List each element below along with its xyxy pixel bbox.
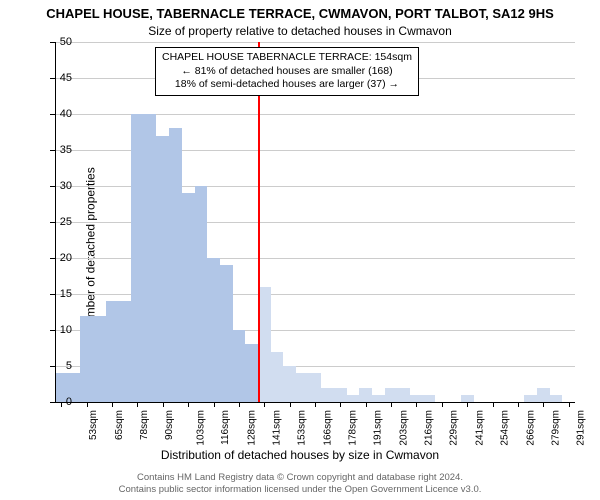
x-tick-label: 191sqm	[373, 410, 384, 446]
y-tick-label: 40	[42, 108, 72, 120]
histogram-bar	[220, 265, 233, 402]
histogram-bar	[550, 395, 563, 402]
x-tick-label: 141sqm	[271, 410, 282, 446]
histogram-bar	[372, 395, 385, 402]
histogram-bar	[118, 301, 131, 402]
x-tick-label: 291sqm	[576, 410, 587, 446]
histogram-bar	[271, 352, 284, 402]
x-tick-label: 128sqm	[246, 410, 257, 446]
histogram-bar	[296, 373, 309, 402]
y-tick-label: 25	[42, 216, 72, 228]
y-tick-label: 30	[42, 180, 72, 192]
histogram-bar	[283, 366, 296, 402]
histogram-bar	[334, 388, 347, 402]
y-tick-label: 20	[42, 252, 72, 264]
chart-footer: Contains HM Land Registry data © Crown c…	[0, 472, 600, 496]
histogram-bar	[106, 301, 119, 402]
y-tick-label: 45	[42, 72, 72, 84]
annotation-box: CHAPEL HOUSE TABERNACLE TERRACE: 154sqm←…	[155, 47, 419, 96]
histogram-bar	[347, 395, 360, 402]
footer-line-1: Contains HM Land Registry data © Crown c…	[0, 472, 600, 484]
x-tick-label: 166sqm	[322, 410, 333, 446]
plot-area: CHAPEL HOUSE TABERNACLE TERRACE: 154sqm←…	[55, 42, 575, 402]
histogram-bar	[233, 330, 246, 402]
histogram-bar	[93, 316, 106, 402]
histogram-bar	[169, 128, 182, 402]
annotation-line-1: CHAPEL HOUSE TABERNACLE TERRACE: 154sqm	[162, 51, 412, 65]
x-tick-label: 229sqm	[449, 410, 460, 446]
histogram-bar	[131, 114, 144, 402]
x-tick-label: 178sqm	[348, 410, 359, 446]
y-tick-label: 35	[42, 144, 72, 156]
x-tick-label: 116sqm	[220, 410, 231, 445]
x-tick-label: 103sqm	[195, 410, 206, 446]
x-tick-label: 90sqm	[164, 410, 175, 440]
x-tick-label: 53sqm	[88, 410, 99, 440]
y-tick-label: 50	[42, 36, 72, 48]
gridline	[55, 42, 575, 43]
x-tick-label: 266sqm	[525, 410, 536, 446]
footer-line-2: Contains public sector information licen…	[0, 484, 600, 496]
x-tick-label: 65sqm	[114, 410, 125, 440]
chart-title: CHAPEL HOUSE, TABERNACLE TERRACE, CWMAVO…	[0, 6, 600, 21]
x-tick-label: 216sqm	[424, 410, 435, 446]
histogram-bar	[195, 186, 208, 402]
histogram-bar	[144, 114, 157, 402]
histogram-bar	[309, 373, 322, 402]
annotation-line-3: 18% of semi-detached houses are larger (…	[162, 78, 412, 92]
y-tick-label: 10	[42, 324, 72, 336]
chart-container: CHAPEL HOUSE, TABERNACLE TERRACE, CWMAVO…	[0, 0, 600, 500]
y-tick-label: 15	[42, 288, 72, 300]
x-tick-label: 203sqm	[398, 410, 409, 446]
x-axis-line	[55, 402, 575, 403]
y-tick-label: 5	[42, 360, 72, 372]
histogram-bar	[537, 388, 550, 402]
chart-subtitle: Size of property relative to detached ho…	[0, 24, 600, 38]
x-tick-label: 153sqm	[297, 410, 308, 446]
histogram-bar	[524, 395, 537, 402]
histogram-bar	[245, 344, 258, 402]
histogram-bar	[359, 388, 372, 402]
histogram-bar	[321, 388, 334, 402]
x-axis-label: Distribution of detached houses by size …	[0, 448, 600, 462]
annotation-line-2: ← 81% of detached houses are smaller (16…	[162, 65, 412, 79]
histogram-bar	[156, 136, 169, 402]
histogram-bar	[410, 395, 423, 402]
y-tick-label: 0	[42, 396, 72, 408]
histogram-bar	[423, 395, 436, 402]
reference-line	[258, 42, 260, 402]
histogram-bar	[385, 388, 398, 402]
x-tick-label: 78sqm	[139, 410, 150, 440]
x-tick-label: 254sqm	[500, 410, 511, 446]
histogram-bar	[182, 193, 195, 402]
histogram-bar	[80, 316, 93, 402]
histogram-bar	[207, 258, 220, 402]
x-tick-label: 241sqm	[474, 410, 485, 446]
x-tick-label: 279sqm	[551, 410, 562, 446]
histogram-bar	[397, 388, 410, 402]
histogram-bar	[461, 395, 474, 402]
